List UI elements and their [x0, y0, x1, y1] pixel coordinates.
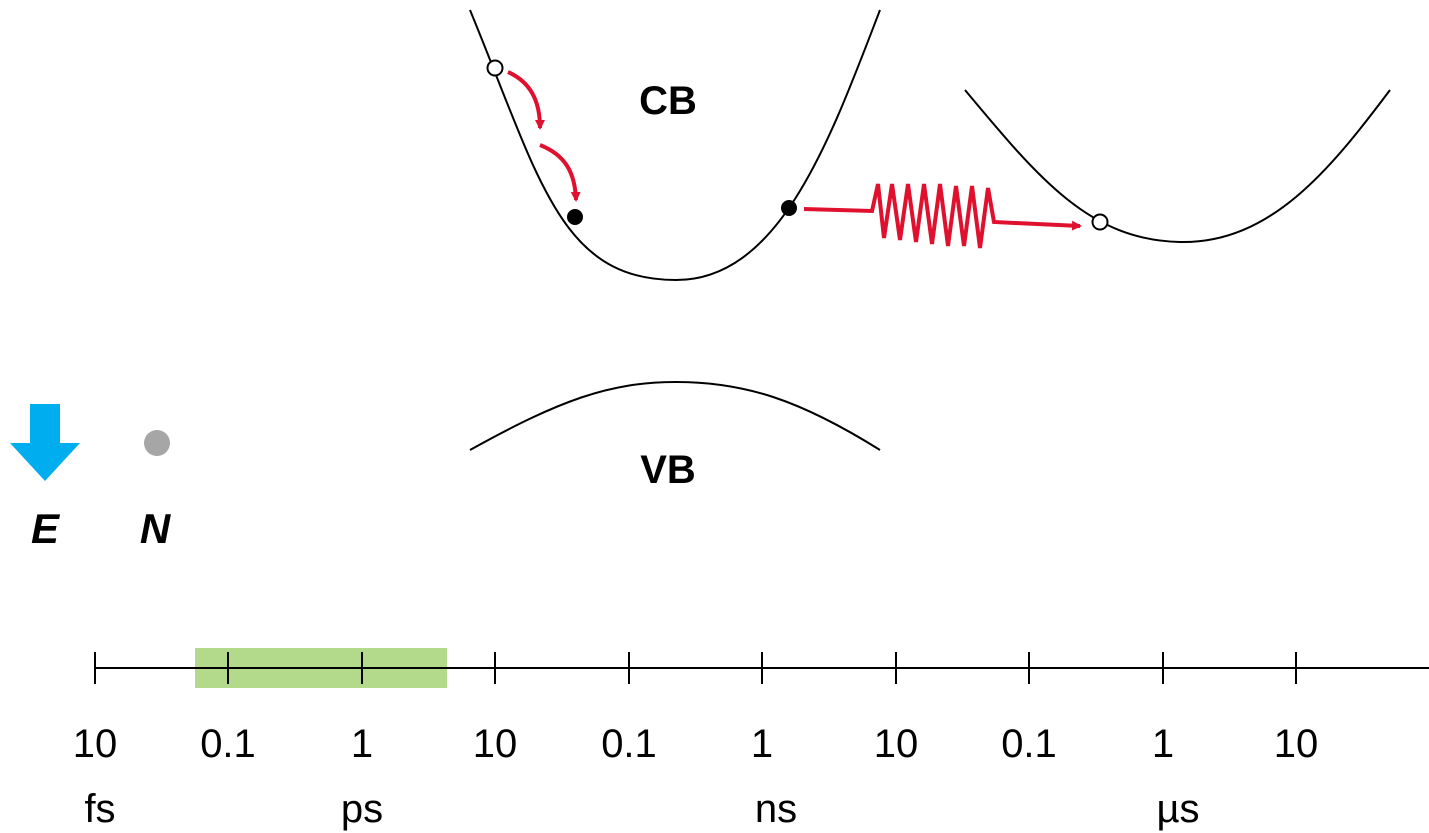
nuclear-legend: N [140, 430, 172, 552]
tick-label: 10 [473, 722, 518, 766]
tick-label: 0.1 [1001, 722, 1057, 766]
relaxed-carrier-filled-state [567, 209, 583, 225]
unit-label-ps: ps [341, 787, 383, 831]
dot-icon [144, 430, 170, 456]
relaxation-arrow-1 [507, 70, 545, 130]
tick-label: 1 [351, 722, 373, 766]
conduction-band-label: CB [639, 79, 697, 123]
valence-band-curve [469, 380, 881, 451]
timescale-ticks [94, 652, 1297, 684]
side-valley-open-state [1091, 213, 1109, 231]
tick-label: 10 [73, 722, 118, 766]
intervalley-transfer-arrow [803, 183, 1082, 249]
unit-label-ns: ns [755, 787, 797, 831]
side-valley-curve [964, 89, 1391, 244]
relaxation-arrow-2 [539, 143, 581, 202]
tick-label: 0.1 [200, 722, 256, 766]
tick-label: 0.1 [601, 722, 657, 766]
tick-label: 1 [1152, 722, 1174, 766]
valence-band-label: VB [640, 448, 696, 492]
electron-legend: E [10, 404, 80, 552]
unit-label-fs: fs [84, 787, 115, 831]
conduction-band-curve [469, 9, 881, 282]
tick-label: 10 [1274, 722, 1319, 766]
timescale-unit-labels: fs ps ns µs [84, 787, 1199, 831]
down-arrow-icon [10, 404, 80, 481]
timescale-tick-labels: 10 0.1 1 10 0.1 1 10 0.1 1 10 [73, 722, 1319, 766]
hot-carrier-open-state [486, 59, 504, 77]
nuclear-legend-label: N [140, 505, 172, 552]
tick-label: 10 [874, 722, 919, 766]
tick-label: 1 [751, 722, 773, 766]
carrier-edge-filled-state [781, 200, 797, 216]
unit-label-us: µs [1156, 787, 1199, 831]
electron-legend-label: E [31, 505, 61, 552]
